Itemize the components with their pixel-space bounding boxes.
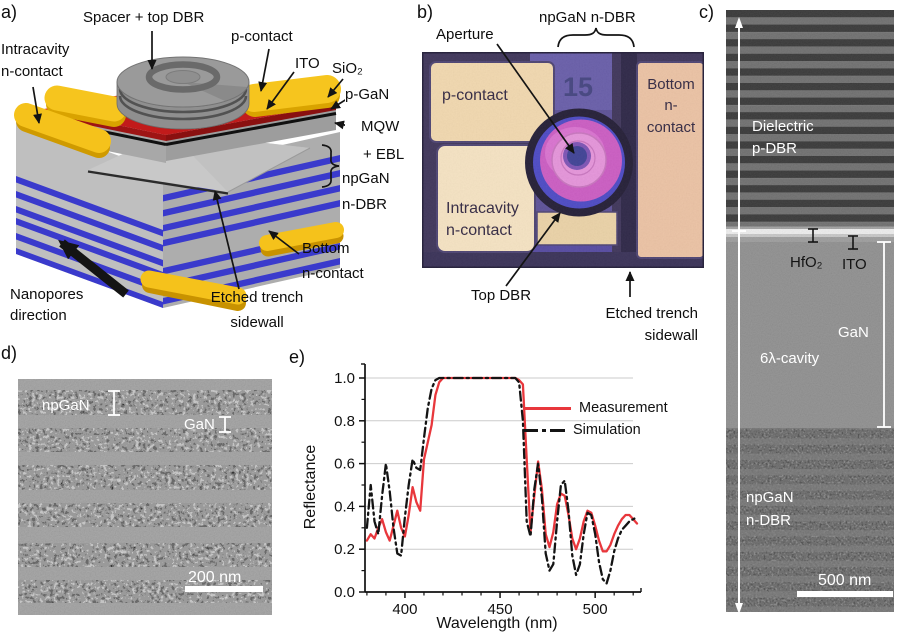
label-gan-c: GaN bbox=[838, 324, 869, 341]
panel-e-tag: e) bbox=[289, 347, 306, 367]
bottom-n-contact-bars bbox=[140, 222, 344, 311]
scale-bar-label-d: 200 nm bbox=[188, 569, 241, 586]
label-mqw: MQW bbox=[361, 118, 400, 135]
npgan-ndbr-brace bbox=[557, 27, 635, 48]
label-ndbr: n-DBR bbox=[342, 196, 388, 213]
svg-text:0.6: 0.6 bbox=[334, 456, 355, 473]
label-etched-trench-b: Etched trench bbox=[605, 305, 698, 322]
scale-bar-c bbox=[797, 591, 893, 597]
photo-label-intra-ncontact: n-contact bbox=[446, 222, 512, 239]
svg-text:0.0: 0.0 bbox=[334, 584, 355, 601]
gan-thickness-marker bbox=[219, 416, 231, 433]
label-npgan-ndbr: npGaN n-DBR bbox=[539, 9, 636, 26]
label-dielectric: Dielectric bbox=[752, 118, 814, 135]
x-axis-label: Wavelength (nm) bbox=[436, 615, 558, 632]
label-sio2: SiO₂ bbox=[332, 60, 363, 77]
label-ito: ITO bbox=[295, 55, 320, 72]
label-aperture: Aperture bbox=[436, 26, 494, 43]
photo-label-intracavity: Intracavity bbox=[446, 200, 519, 217]
panel-b-micrograph: p-contact 15 Bottom n- contact Intracavi… bbox=[422, 52, 704, 268]
svg-text:450: 450 bbox=[488, 601, 513, 618]
svg-text:0.8: 0.8 bbox=[334, 413, 355, 430]
svg-text:0.4: 0.4 bbox=[334, 498, 355, 515]
photo-label-bottom: Bottom bbox=[647, 76, 695, 93]
label-npgan-d: npGaN bbox=[42, 397, 90, 414]
top-dbr-cylinder bbox=[116, 56, 250, 130]
label-sidewall: sidewall bbox=[230, 314, 284, 331]
label-intracavity-ncontact: n-contact bbox=[1, 63, 63, 80]
svg-text:400: 400 bbox=[392, 601, 417, 618]
label-direction: direction bbox=[10, 307, 67, 324]
scale-bar-label-c: 500 nm bbox=[818, 572, 871, 589]
gan-extent-marker bbox=[877, 241, 891, 428]
label-nanopores: Nanopores bbox=[10, 286, 84, 303]
label-p-gan: p-GaN bbox=[345, 86, 390, 103]
label-bottom-ncontact: n-contact bbox=[302, 265, 364, 282]
panel-d-sem: npGaN GaN 200 nm bbox=[18, 379, 272, 615]
device-number: 15 bbox=[563, 72, 593, 102]
panel-c-tag: c) bbox=[699, 2, 714, 22]
label-top-dbr: Top DBR bbox=[471, 287, 532, 304]
panel-b-tag: b) bbox=[417, 2, 434, 22]
porous-npgan-bands bbox=[18, 390, 272, 603]
label-gan-d: GaN bbox=[184, 416, 215, 433]
npgan-brace bbox=[321, 144, 340, 188]
svg-text:500: 500 bbox=[583, 601, 608, 618]
label-intracavity: Intracavity bbox=[1, 41, 70, 58]
svg-text:0.2: 0.2 bbox=[334, 541, 355, 558]
hfo2-ito-markers bbox=[808, 228, 858, 250]
legend-measurement-label: Measurement bbox=[579, 400, 668, 416]
label-ebl: + EBL bbox=[363, 146, 405, 163]
reflectance-chart: 0.0 0.2 0.4 0.6 0.8 1.0 400 450 500 Reflectance … bbox=[290, 345, 702, 638]
photo-label-p-contact: p-contact bbox=[442, 87, 508, 104]
panel-a-tag: a) bbox=[1, 2, 18, 22]
label-npgan-c: npGaN bbox=[746, 489, 794, 506]
panel-c-sem: Dielectric p-DBR HfO₂ ITO GaN 6λ-cavity … bbox=[726, 10, 894, 612]
nanopores-direction-arrow bbox=[58, 239, 129, 298]
chart-plot-area: 0.0 0.2 0.4 0.6 0.8 1.0 400 450 500 bbox=[334, 363, 642, 618]
panel-d-tag: d) bbox=[1, 343, 18, 363]
measurement-line-sample bbox=[525, 406, 571, 410]
scale-bar-d bbox=[185, 586, 263, 592]
label-sidewall-b: sidewall bbox=[644, 327, 698, 344]
label-bottom: Bottom bbox=[302, 240, 350, 257]
label-ito-c: ITO bbox=[842, 256, 867, 273]
npgan-thickness-marker bbox=[108, 390, 120, 416]
simulation-line-sample bbox=[523, 428, 538, 432]
photo-label-contact: contact bbox=[647, 119, 696, 136]
label-spacer-top-dbr: Spacer + top DBR bbox=[83, 9, 205, 26]
legend-simulation: Simulation bbox=[523, 422, 641, 438]
full-height-arrow bbox=[732, 17, 746, 612]
label-etched-trench: Etched trench bbox=[210, 289, 304, 306]
label-hfo2: HfO₂ bbox=[790, 254, 823, 271]
label-ndbr-c: n-DBR bbox=[746, 512, 791, 529]
photo-label-n: n- bbox=[664, 97, 677, 114]
legend-measurement: Measurement bbox=[525, 400, 668, 416]
label-npgan: npGaN bbox=[342, 170, 390, 187]
label-pdbr: p-DBR bbox=[752, 140, 797, 157]
svg-text:1.0: 1.0 bbox=[334, 370, 355, 387]
label-p-contact: p-contact bbox=[231, 28, 293, 45]
panel-a-schematic bbox=[14, 31, 345, 311]
y-axis-label: Reflectance bbox=[302, 444, 319, 530]
annotation-arrows bbox=[32, 31, 345, 290]
legend-simulation-label: Simulation bbox=[573, 422, 641, 438]
label-cavity: 6λ-cavity bbox=[760, 350, 820, 367]
